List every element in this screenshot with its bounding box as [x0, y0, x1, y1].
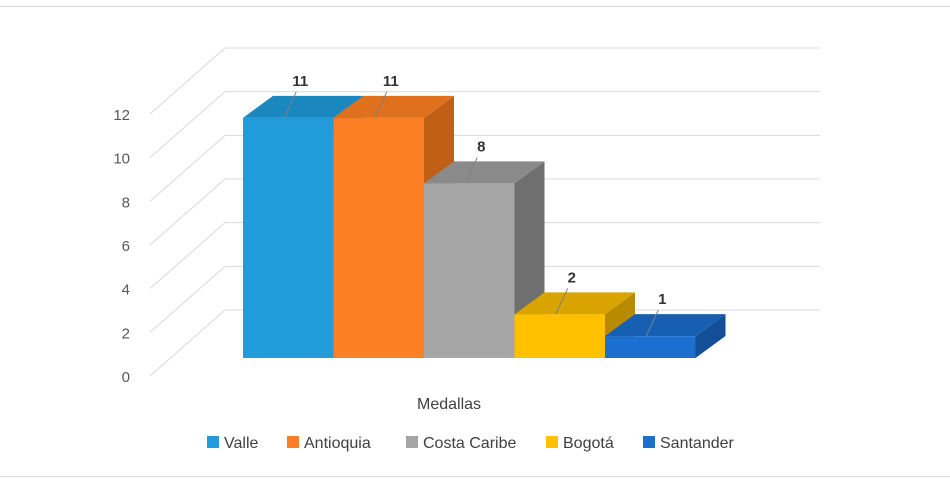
gridline	[149, 222, 820, 290]
data-label-leader	[374, 91, 388, 119]
y-tick-label: 12	[113, 107, 130, 124]
bar-layer	[243, 95, 726, 358]
data-label: 1	[658, 291, 666, 308]
grid-layer	[149, 47, 820, 377]
frame-top-line	[0, 6, 950, 7]
y-tick-label: 2	[122, 325, 130, 342]
legend-label: Antioquia	[304, 435, 371, 452]
bar-front-face	[514, 314, 605, 358]
legend-item: Santander	[643, 435, 735, 452]
legend-item: Valle	[207, 435, 258, 452]
bar-top-face	[605, 314, 726, 337]
legend-swatch	[207, 436, 219, 448]
bar-front-face	[243, 117, 334, 358]
y-tick-label: 4	[122, 282, 130, 299]
data-label: 11	[383, 73, 399, 90]
legend: Valle Antioquia Costa Caribe Bogotá Santande…	[207, 435, 735, 452]
data-label: 11	[292, 73, 308, 90]
bar-front-face	[424, 183, 515, 358]
data-label-leader	[645, 309, 659, 337]
y-tick-label: 6	[122, 238, 130, 255]
legend-item: Bogotá	[546, 435, 614, 452]
gridline	[149, 47, 820, 115]
legend-item: Antioquia	[287, 435, 371, 452]
data-label-leader	[555, 288, 569, 315]
bar-front-face	[605, 336, 696, 358]
bar-side-face	[695, 314, 726, 358]
bar-top-face	[514, 292, 635, 315]
x-category-label: Medallas	[417, 396, 481, 413]
legend-swatch	[406, 436, 418, 448]
y-tick-label: 8	[122, 194, 130, 211]
legend-label: Costa Caribe	[423, 435, 516, 452]
bar-top-face	[424, 161, 545, 184]
gridline	[149, 134, 820, 202]
y-tick-label: 10	[113, 151, 130, 168]
data-label: 8	[477, 138, 485, 155]
legend-label: Valle	[224, 435, 258, 452]
data-label-leader	[464, 157, 478, 184]
legend-label: Santander	[660, 435, 735, 452]
bar-santander	[605, 314, 726, 358]
data-label-leader	[283, 91, 297, 119]
y-tick-label: 0	[122, 369, 130, 386]
bar-top-face	[333, 95, 454, 118]
y-tick-layer: 0 2 4 6 8 10 12	[113, 107, 130, 386]
legend-swatch	[287, 436, 299, 448]
legend-label: Bogotá	[563, 435, 614, 452]
gridline	[149, 178, 820, 246]
legend-swatch	[546, 436, 558, 448]
gridline	[149, 91, 820, 159]
legend-item: Costa Caribe	[406, 435, 516, 452]
gridline	[149, 265, 820, 333]
frame-bottom-line	[0, 476, 950, 477]
bar-front-face	[333, 117, 424, 358]
data-label: 2	[568, 269, 576, 286]
legend-swatch	[643, 436, 655, 448]
data-label-layer: 11 11 8 2 1	[283, 73, 666, 337]
bar-top-face	[243, 95, 364, 118]
